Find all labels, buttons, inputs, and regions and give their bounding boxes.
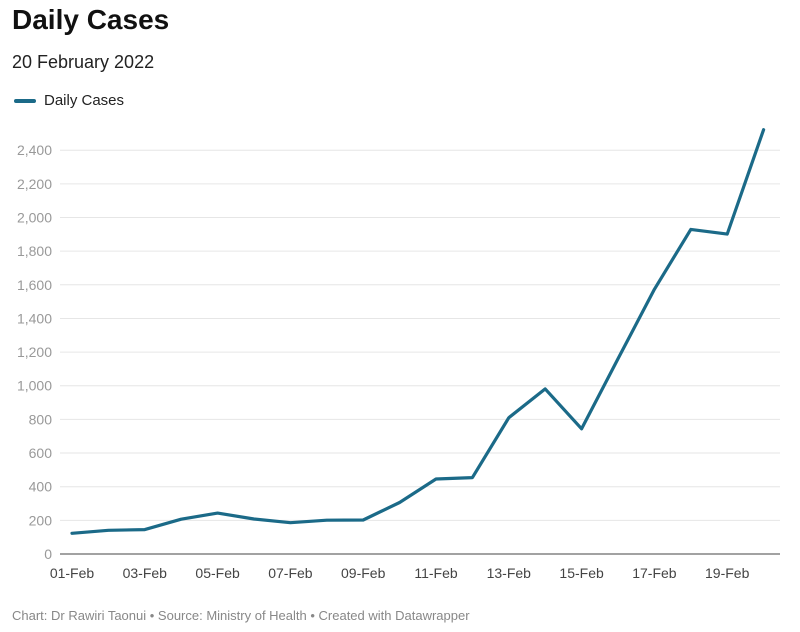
data-point[interactable] xyxy=(539,383,551,395)
y-tick-label: 1,400 xyxy=(17,310,52,326)
data-point[interactable] xyxy=(648,283,660,295)
data-point[interactable] xyxy=(102,524,114,536)
x-tick-label: 07-Feb xyxy=(268,565,313,581)
x-tick-label: 03-Feb xyxy=(123,565,168,581)
legend: Daily Cases xyxy=(14,92,124,109)
x-tick-label: 09-Feb xyxy=(341,565,386,581)
data-point[interactable] xyxy=(248,513,260,525)
y-tick-label: 1,200 xyxy=(17,344,52,360)
y-axis-ticks: 0 200 400 600 800 1,000 1,200 1,400 1,600 1,800 2,… xyxy=(17,142,52,562)
y-tick-label: 1,800 xyxy=(17,243,52,259)
y-tick-label: 2,200 xyxy=(17,176,52,192)
y-tick-label: 200 xyxy=(29,512,53,528)
grid-lines xyxy=(60,149,780,521)
series-line-daily-cases xyxy=(70,128,766,535)
data-point[interactable] xyxy=(212,507,224,519)
data-point[interactable] xyxy=(394,497,406,509)
data-point[interactable] xyxy=(284,517,296,529)
y-tick-label: 0 xyxy=(44,546,52,562)
x-tick-label: 05-Feb xyxy=(195,565,240,581)
x-tick-label: 17-Feb xyxy=(632,565,677,581)
legend-swatch xyxy=(14,98,36,103)
data-point[interactable] xyxy=(685,223,697,235)
y-tick-label: 2,400 xyxy=(17,142,52,158)
data-point[interactable] xyxy=(321,514,333,526)
data-point[interactable] xyxy=(721,228,733,240)
data-point[interactable] xyxy=(466,472,478,484)
line-chart: 0 200 400 600 800 1,000 1,200 1,400 1,600 1,800 2,… xyxy=(17,124,780,581)
data-point[interactable] xyxy=(612,353,624,365)
x-tick-label: 01-Feb xyxy=(50,565,95,581)
data-point[interactable] xyxy=(576,423,588,435)
y-tick-label: 800 xyxy=(29,411,53,427)
data-point[interactable] xyxy=(66,527,78,539)
data-point[interactable] xyxy=(175,513,187,525)
data-point[interactable] xyxy=(357,514,369,526)
footer-credit: Chart: Dr Rawiri Taonui • Source: Minist… xyxy=(12,608,470,623)
y-tick-label: 2,000 xyxy=(17,209,52,225)
chart-title: Daily Cases xyxy=(12,4,170,35)
chart-subtitle: 20 February 2022 xyxy=(12,52,155,72)
x-tick-label: 15-Feb xyxy=(559,565,604,581)
data-point[interactable] xyxy=(139,524,151,536)
series-layer xyxy=(66,124,770,539)
x-tick-label: 19-Feb xyxy=(705,565,750,581)
x-tick-label: 11-Feb xyxy=(414,565,458,581)
legend-label: Daily Cases xyxy=(44,92,125,109)
data-point[interactable] xyxy=(503,412,515,424)
x-tick-label: 13-Feb xyxy=(487,565,532,581)
y-tick-label: 600 xyxy=(29,445,53,461)
data-point[interactable] xyxy=(758,124,770,136)
data-point[interactable] xyxy=(430,473,442,485)
y-tick-label: 1,600 xyxy=(17,277,52,293)
y-tick-label: 1,000 xyxy=(17,378,52,394)
y-tick-label: 400 xyxy=(29,479,53,495)
x-axis-ticks: 01-Feb 03-Feb 05-Feb 07-Feb 09-Feb 11-Feb 13-F… xyxy=(50,565,750,581)
